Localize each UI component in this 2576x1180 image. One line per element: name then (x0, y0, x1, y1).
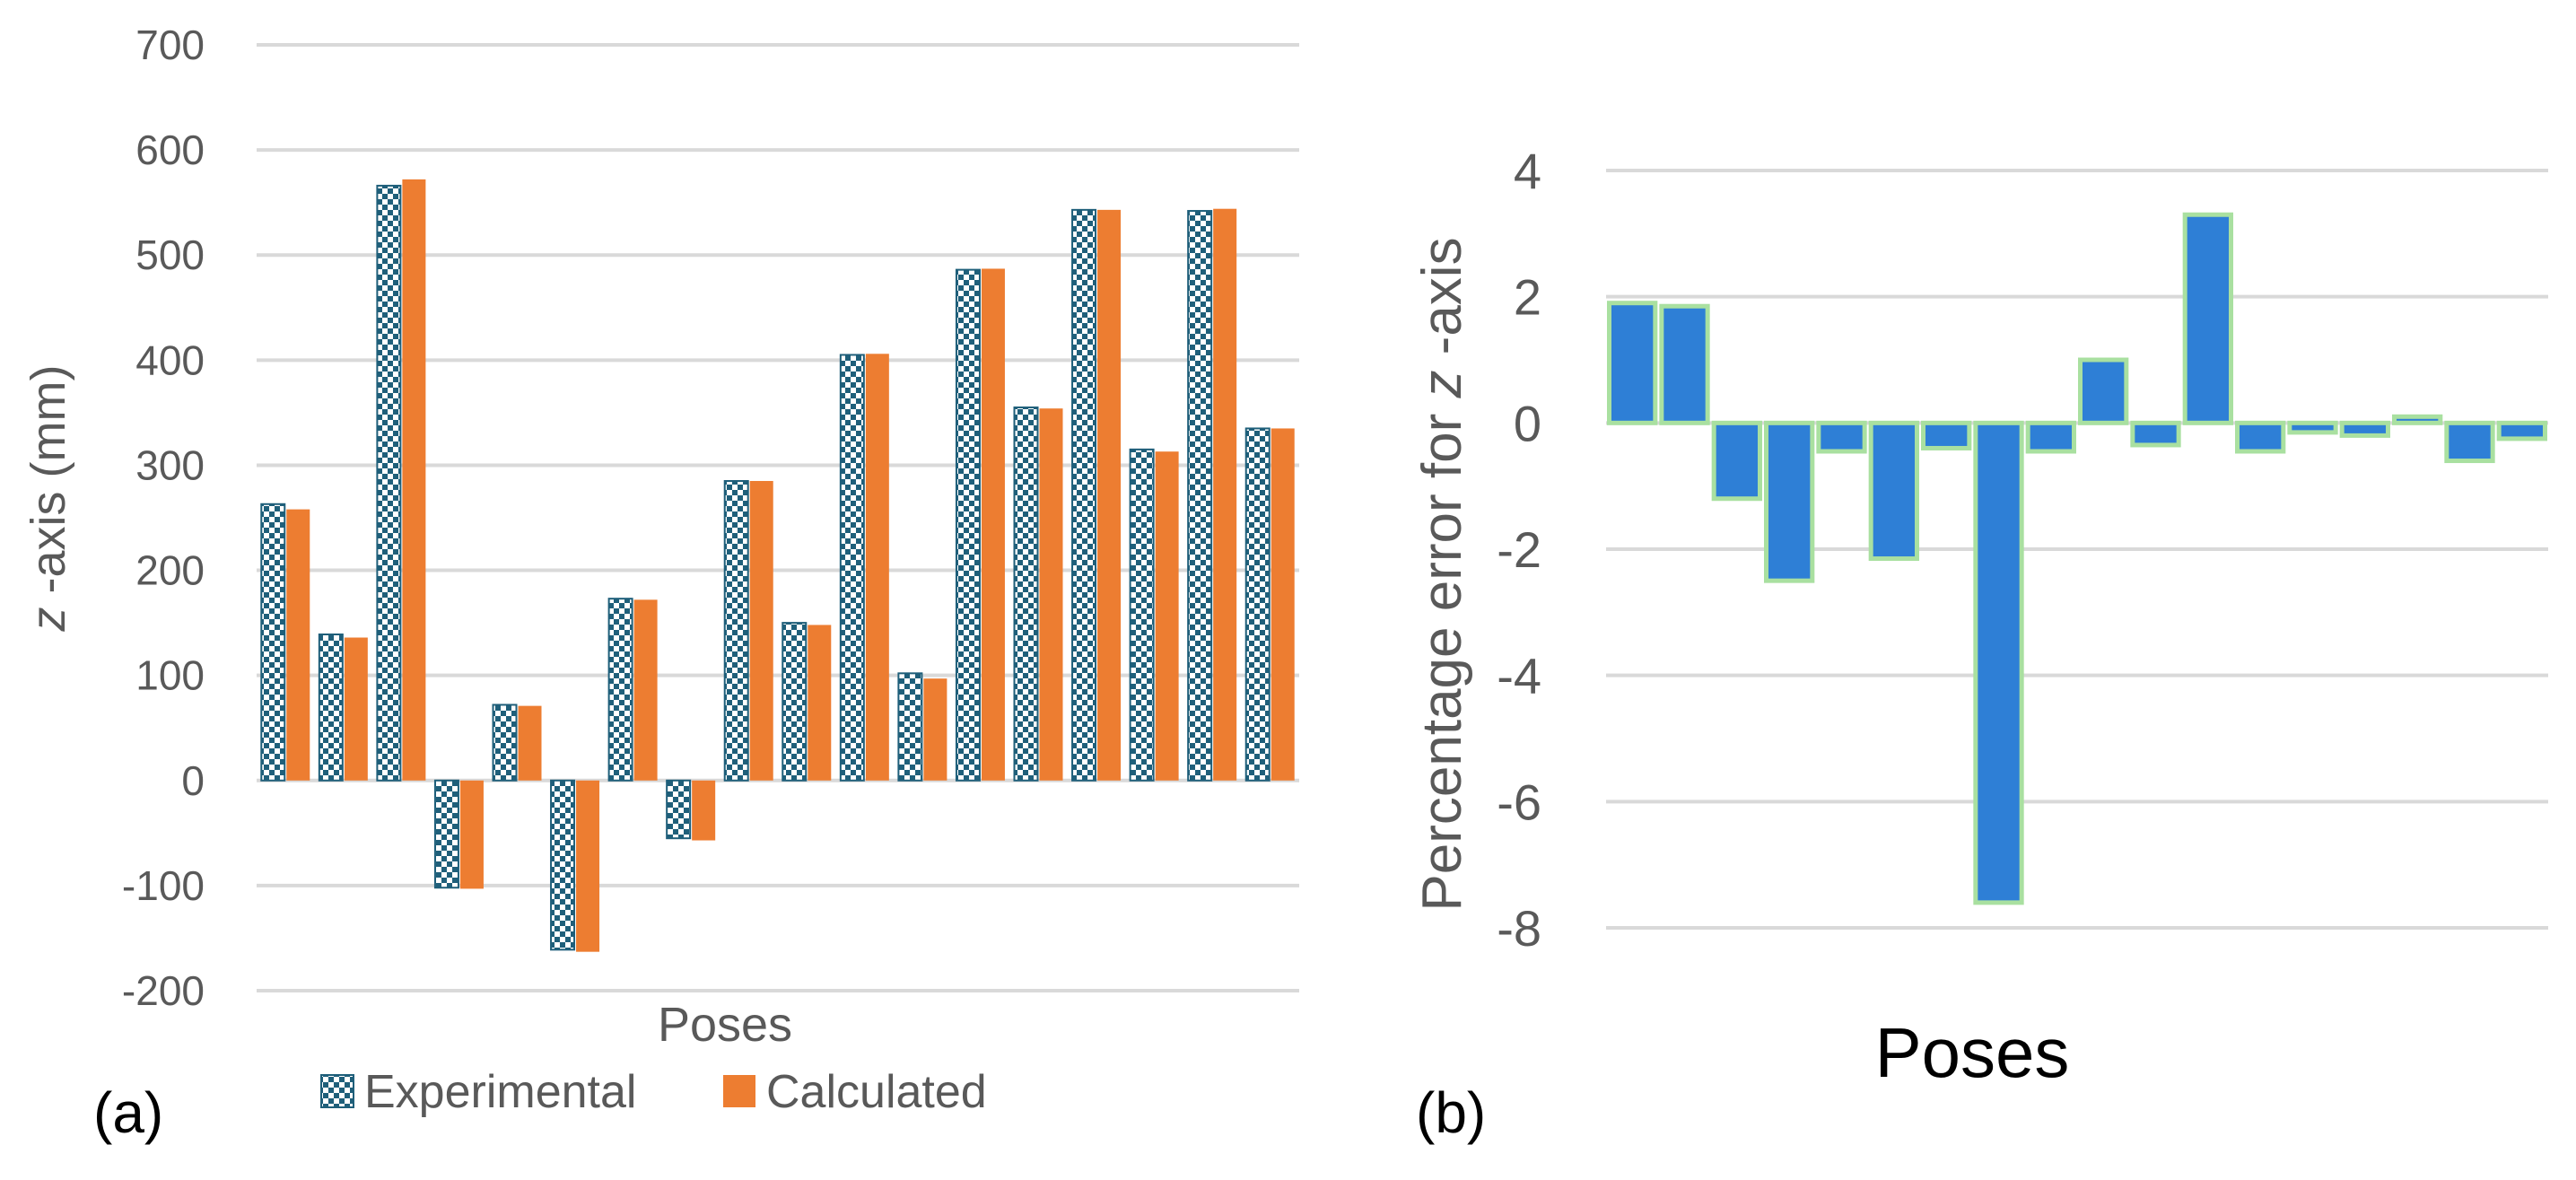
bar-percentage-error (1921, 420, 1972, 450)
bar-calculated (633, 599, 658, 781)
chart-a-y-axis-title-italic: z (22, 607, 75, 632)
bar-experimental (839, 354, 865, 782)
chart-b-y-tick-label: -6 (1497, 774, 1541, 830)
bar-experimental (376, 184, 402, 782)
chart-b-bars (1607, 212, 2548, 905)
chart-b: 4 2 0 -2 -4 -6 -8 Percentage error for z -axis… (1411, 143, 2548, 1145)
bar-percentage-error (2025, 420, 2077, 454)
legend-swatch-calculated (723, 1075, 755, 1107)
chart-a-y-tick-label: 700 (135, 22, 205, 68)
bar-percentage-error (1659, 303, 1710, 425)
panel-label-b: (b) (1416, 1080, 1486, 1145)
bar-calculated (692, 780, 716, 841)
bar-calculated (981, 268, 1005, 781)
bar-percentage-error (2444, 420, 2495, 464)
bar-calculated (1039, 408, 1063, 781)
bar-experimental (782, 622, 808, 782)
bar-calculated (459, 780, 484, 889)
legend-label-experimental: Experimental (364, 1066, 636, 1118)
chart-a-y-tick-label: 200 (135, 547, 205, 594)
bar-experimental (723, 480, 749, 782)
chart-b-gridlines (1606, 169, 2548, 930)
chart-b-y-tick-label: 4 (1514, 143, 1541, 199)
chart-b-y-axis-title-italic: z (1411, 371, 1473, 399)
bar-percentage-error (2235, 420, 2286, 454)
bar-percentage-error (1816, 420, 1867, 454)
bar-percentage-error (2496, 420, 2548, 441)
chart-b-x-axis-title: Poses (1875, 1013, 2070, 1092)
bar-experimental (1187, 210, 1213, 782)
bar-calculated (1213, 208, 1237, 781)
bar-experimental (1129, 448, 1155, 782)
chart-a-bars (260, 179, 1295, 952)
bar-experimental (955, 268, 981, 782)
bar-experimental (1071, 208, 1097, 782)
bar-calculated (808, 625, 832, 781)
chart-b-y-tick-label: 0 (1514, 395, 1541, 451)
chart-a-y-tick-label: -100 (122, 862, 205, 909)
bar-percentage-error (2130, 420, 2181, 448)
bar-percentage-error (2182, 212, 2234, 425)
bar-experimental (318, 633, 344, 782)
bar-experimental (260, 503, 286, 782)
bar-experimental (550, 779, 576, 951)
chart-b-y-axis-title-rest: -axis (1411, 237, 1473, 370)
bar-calculated (1271, 428, 1295, 781)
chart-a-y-tick-label: 600 (135, 127, 205, 173)
chart-b-y-tick-label: -4 (1497, 648, 1541, 704)
bar-calculated (344, 637, 368, 781)
legend-label-calculated: Calculated (766, 1066, 987, 1118)
bar-percentage-error (2287, 420, 2338, 435)
chart-a-x-axis-title: Poses (658, 998, 792, 1052)
chart-b-y-tick-label: -2 (1497, 521, 1541, 578)
chart-b-y-axis-title: Percentage error for z -axis (1411, 237, 1473, 911)
chart-a-legend: Experimental Calculated (320, 1066, 987, 1118)
bar-calculated (749, 481, 773, 781)
bar-calculated (286, 509, 310, 781)
bar-calculated (402, 179, 426, 781)
chart-a-y-tick-label: 100 (135, 652, 205, 699)
chart-a-gridlines (257, 43, 1299, 992)
bar-calculated (576, 780, 600, 952)
bar-percentage-error (1764, 420, 1815, 583)
bar-experimental (492, 704, 518, 782)
chart-a: 700 600 500 400 300 200 100 0 -100 -200 z -axis (… (22, 22, 1299, 1145)
bar-percentage-error (1973, 420, 2024, 905)
chart-b-y-tick-label: 2 (1514, 269, 1541, 326)
bar-calculated (518, 705, 542, 781)
chart-b-y-tick-labels: 4 2 0 -2 -4 -6 -8 (1497, 143, 1541, 957)
bar-percentage-error (1711, 420, 1762, 502)
bar-percentage-error (2392, 414, 2443, 425)
bar-calculated (865, 354, 889, 781)
bar-calculated (923, 678, 947, 781)
bar-experimental (1244, 427, 1271, 782)
bar-experimental (433, 779, 459, 889)
chart-a-y-tick-labels: 700 600 500 400 300 200 100 0 -100 -200 (122, 22, 205, 1014)
chart-a-y-axis-title: z -axis (mm) (22, 365, 75, 633)
bar-percentage-error (1868, 420, 1920, 562)
chart-a-y-axis-title-rest: -axis (mm) (22, 365, 75, 607)
chart-b-y-tick-label: -8 (1497, 900, 1541, 957)
bar-percentage-error (1607, 301, 1658, 425)
chart-b-y-axis-title-main: Percentage error for (1411, 398, 1473, 912)
chart-a-y-tick-label: 0 (181, 757, 205, 804)
bar-experimental (1013, 406, 1039, 782)
chart-a-y-tick-label: 400 (135, 337, 205, 383)
bar-experimental (897, 672, 923, 782)
chart-a-y-tick-label: 300 (135, 441, 205, 488)
bar-percentage-error (2078, 357, 2129, 425)
chart-a-y-tick-label: 500 (135, 232, 205, 278)
bar-percentage-error (2339, 420, 2391, 438)
legend-swatch-experimental (320, 1074, 354, 1108)
chart-a-y-tick-label: -200 (122, 967, 205, 1014)
bar-calculated (1097, 209, 1122, 781)
bar-experimental (666, 779, 692, 840)
bar-calculated (1155, 451, 1179, 781)
panel-label-a: (a) (93, 1080, 163, 1145)
bar-experimental (607, 598, 633, 782)
